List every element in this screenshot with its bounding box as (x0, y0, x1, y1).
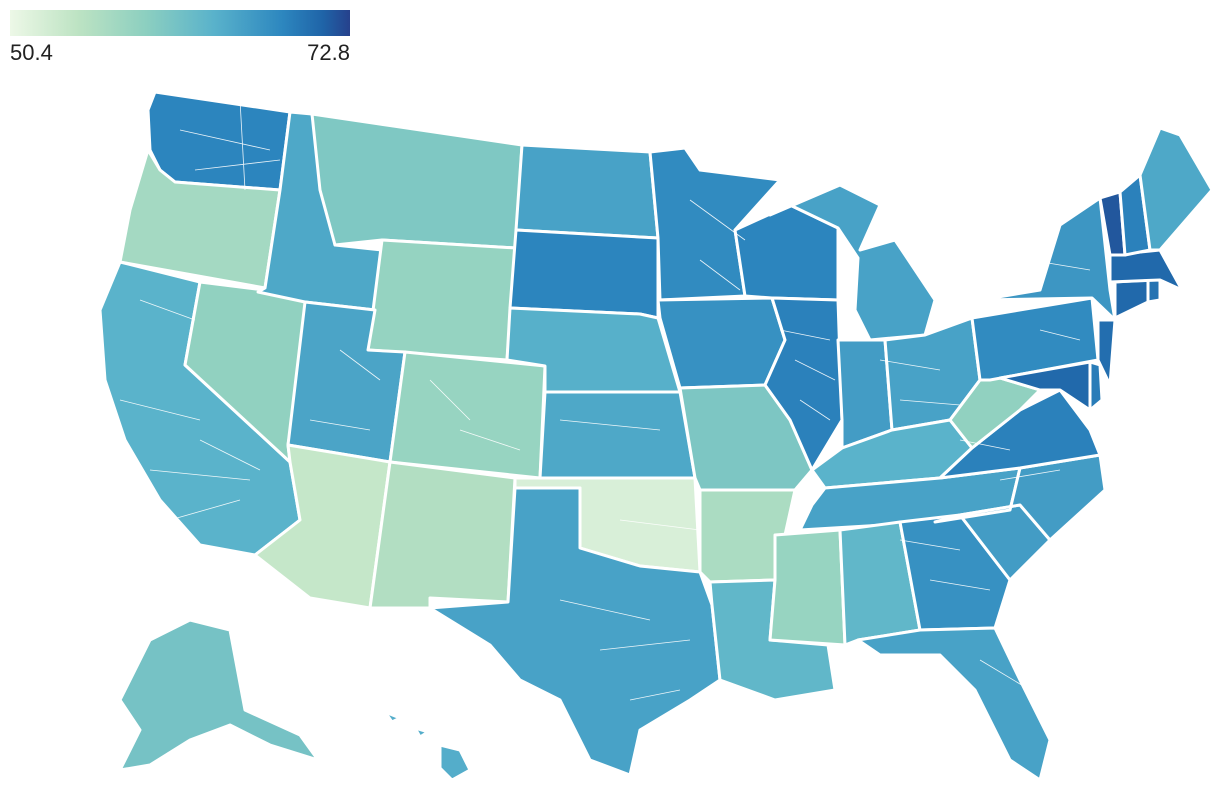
region-iowa[interactable] (656, 296, 787, 390)
region-georgia[interactable] (898, 513, 1012, 632)
region-kansas[interactable] (538, 390, 697, 480)
region-florida[interactable] (856, 626, 1052, 782)
region-colorado[interactable] (388, 350, 547, 480)
region-maine[interactable] (1138, 126, 1214, 252)
region-maryland[interactable] (998, 360, 1092, 412)
legend-gradient-bar (10, 10, 350, 36)
region-delaware[interactable] (1088, 360, 1104, 412)
region-north-carolina[interactable] (933, 453, 1107, 542)
region-mississippi[interactable] (768, 528, 847, 647)
region-texas[interactable] (428, 486, 722, 777)
legend-min-label: 50.4 (10, 40, 53, 65)
region-illinois[interactable] (763, 296, 844, 472)
region-connecticut[interactable] (1113, 278, 1150, 320)
region-new-mexico[interactable] (368, 460, 517, 610)
region-washington[interactable] (146, 90, 292, 192)
region-wyoming[interactable] (366, 238, 518, 362)
region-alaska[interactable] (118, 618, 320, 772)
legend-max-label: 72.8 (307, 40, 350, 65)
region-montana[interactable] (310, 112, 524, 250)
region-new-york[interactable] (978, 196, 1117, 322)
region-new-jersey[interactable] (1096, 318, 1117, 387)
color-legend: 50.4 72.8 (10, 10, 350, 70)
region-north-dakota[interactable] (514, 143, 660, 240)
region-rhode-island[interactable] (1146, 278, 1162, 304)
region-south-dakota[interactable] (508, 228, 660, 320)
region-hawaii[interactable] (383, 710, 472, 782)
district-boundaries (119, 99, 1091, 701)
